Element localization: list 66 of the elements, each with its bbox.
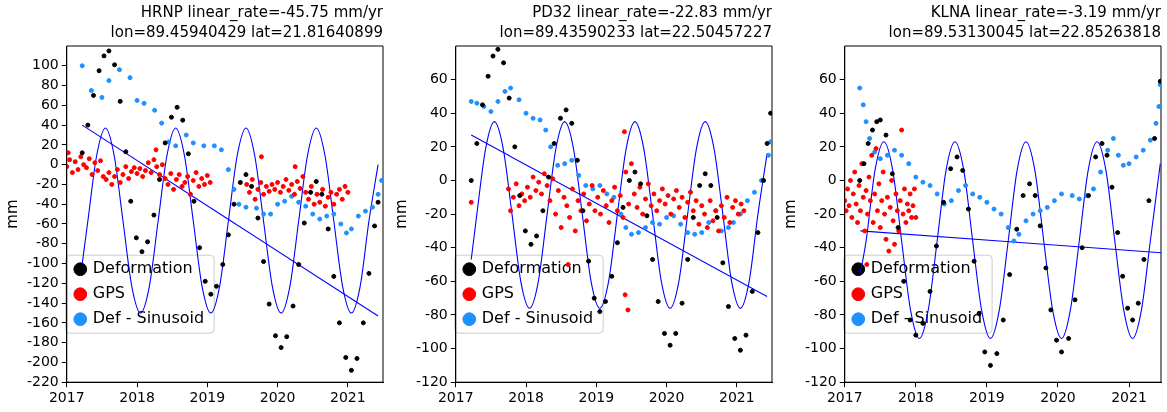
y-tick-label: -60 (35, 214, 59, 231)
y-axis-title: mm (391, 199, 410, 229)
chart-title: PD32 linear_rate=-22.83 mm/yr (532, 2, 773, 22)
y-tick-label: 0 (438, 171, 448, 188)
y-axis-title: mm (2, 199, 21, 229)
chart-subtitle: lon=89.45940429 lat=21.81640899 (110, 22, 383, 41)
y-tick-label: -120 (415, 372, 448, 389)
x-tick-label: 2018 (898, 389, 934, 406)
x-tick-label: 2018 (508, 389, 544, 406)
y-tick-label: 0 (827, 171, 837, 188)
y-tick-label: -140 (26, 293, 59, 310)
y-tick-label: -100 (804, 339, 837, 356)
y-tick-label: -120 (26, 273, 59, 290)
y-tick-label: 40 (429, 103, 448, 120)
legend-label: GPS (870, 283, 903, 303)
legend-label: GPS (92, 283, 125, 303)
y-tick-label: 40 (818, 103, 837, 120)
x-tick-label: 2020 (259, 389, 296, 406)
y-tick-label: 20 (40, 135, 59, 152)
y-axis-title: mm (780, 199, 799, 229)
y-tick-label: -80 (35, 234, 59, 251)
y-tick-label: -220 (26, 372, 59, 389)
y-tick-label: 20 (429, 137, 448, 154)
y-tick-label: 20 (818, 137, 837, 154)
legend-label: Def - Sinusoid (481, 308, 594, 328)
x-tick-label: 2021 (1111, 389, 1147, 406)
y-tick-label: 60 (429, 70, 448, 87)
y-tick-label: -160 (26, 313, 59, 330)
x-tick-label: 2021 (719, 389, 755, 406)
x-tick-label: 2017 (437, 389, 474, 406)
y-tick-label: 60 (40, 95, 59, 112)
y-tick-label: 60 (818, 70, 837, 87)
y-tick-label: -40 (424, 238, 448, 255)
y-tick-label: -80 (813, 305, 837, 322)
y-tick-label: -100 (415, 339, 448, 356)
y-tick-label: -180 (26, 333, 59, 350)
y-tick-label: 0 (49, 155, 59, 172)
y-tick-label: -20 (424, 204, 448, 221)
x-tick-label: 2019 (969, 389, 1005, 406)
legend-label: Def - Sinusoid (92, 308, 205, 328)
y-tick-label: 80 (40, 76, 59, 93)
chart-title: HRNP linear_rate=-45.75 mm/yr (140, 2, 384, 22)
y-tick-label: -200 (26, 353, 59, 370)
x-tick-label: 2019 (578, 389, 615, 406)
y-tick-label: -40 (35, 194, 59, 211)
x-tick-label: 2018 (119, 389, 155, 406)
x-tick-label: 2020 (1040, 389, 1076, 406)
chart-subtitle: lon=89.43590233 lat=22.50457227 (499, 22, 772, 41)
x-tick-label: 2019 (189, 389, 226, 406)
y-tick-label: -20 (813, 204, 837, 221)
y-tick-label: -60 (813, 271, 837, 288)
legend-label: GPS (481, 283, 514, 303)
y-tick-label: -120 (804, 372, 837, 389)
y-tick-label: 40 (40, 115, 59, 132)
y-tick-label: -100 (26, 254, 59, 271)
x-tick-label: 2017 (826, 389, 863, 406)
chart-title: KLNA linear_rate=-3.19 mm/yr (930, 2, 1162, 22)
x-tick-label: 2021 (330, 389, 366, 406)
y-tick-label: -60 (424, 271, 448, 288)
x-tick-label: 2020 (648, 389, 685, 406)
chart-subtitle: lon=89.53130045 lat=22.85263818 (888, 22, 1161, 41)
y-tick-label: -40 (813, 238, 837, 255)
y-tick-label: -20 (35, 175, 59, 192)
y-tick-label: 100 (32, 56, 59, 73)
x-tick-label: 2017 (48, 389, 85, 406)
y-tick-label: -80 (424, 305, 448, 322)
